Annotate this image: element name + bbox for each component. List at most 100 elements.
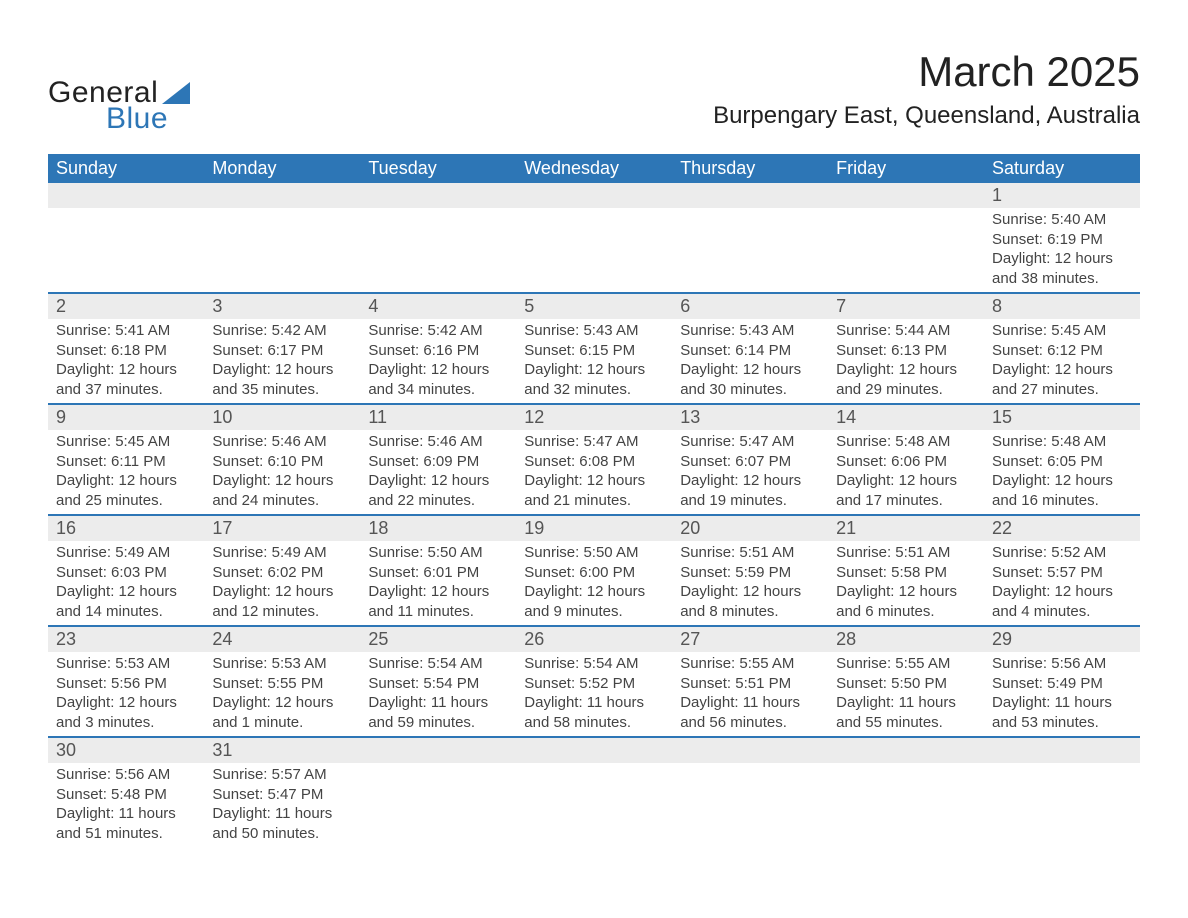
- sunrise-text: Sunrise: 5:53 AM: [56, 654, 195, 674]
- daylight-text: and 30 minutes.: [680, 380, 819, 400]
- sunrise-text: Sunrise: 5:52 AM: [992, 543, 1131, 563]
- sunrise-text: Sunrise: 5:55 AM: [680, 654, 819, 674]
- day-number: 23: [56, 629, 76, 649]
- daylight-text: and 8 minutes.: [680, 602, 819, 622]
- day-number-cell: 17: [204, 515, 360, 541]
- daylight-text: Daylight: 12 hours: [368, 582, 507, 602]
- sunrise-text: Sunrise: 5:51 AM: [836, 543, 975, 563]
- sunrise-text: Sunrise: 5:55 AM: [836, 654, 975, 674]
- daylight-text: Daylight: 12 hours: [680, 471, 819, 491]
- sunset-text: Sunset: 6:02 PM: [212, 563, 351, 583]
- day-number-cell: 13: [672, 404, 828, 430]
- daylight-text: and 22 minutes.: [368, 491, 507, 511]
- day-number: 4: [368, 296, 378, 316]
- day-number: 26: [524, 629, 544, 649]
- sunset-text: Sunset: 6:19 PM: [992, 230, 1131, 250]
- sunrise-text: Sunrise: 5:57 AM: [212, 765, 351, 785]
- day-data-cell: Sunrise: 5:53 AMSunset: 5:55 PMDaylight:…: [204, 652, 360, 737]
- day-number: 7: [836, 296, 846, 316]
- daylight-text: and 58 minutes.: [524, 713, 663, 733]
- daynum-row: 2345678: [48, 293, 1140, 319]
- day-data-cell: [360, 763, 516, 847]
- daylight-text: Daylight: 12 hours: [680, 582, 819, 602]
- daylight-text: and 27 minutes.: [992, 380, 1131, 400]
- day-number-cell: [672, 183, 828, 208]
- day-number-cell: 21: [828, 515, 984, 541]
- daylight-text: Daylight: 12 hours: [56, 582, 195, 602]
- daylight-text: Daylight: 12 hours: [992, 360, 1131, 380]
- sunrise-text: Sunrise: 5:46 AM: [212, 432, 351, 452]
- dayheader-wed: Wednesday: [516, 154, 672, 183]
- day-data-cell: Sunrise: 5:52 AMSunset: 5:57 PMDaylight:…: [984, 541, 1140, 626]
- sunset-text: Sunset: 5:55 PM: [212, 674, 351, 694]
- day-header-row: Sunday Monday Tuesday Wednesday Thursday…: [48, 154, 1140, 183]
- day-data-cell: Sunrise: 5:42 AMSunset: 6:17 PMDaylight:…: [204, 319, 360, 404]
- day-data-cell: [828, 763, 984, 847]
- dayheader-mon: Monday: [204, 154, 360, 183]
- dayheader-tue: Tuesday: [360, 154, 516, 183]
- day-data-row: Sunrise: 5:49 AMSunset: 6:03 PMDaylight:…: [48, 541, 1140, 626]
- sunrise-text: Sunrise: 5:45 AM: [56, 432, 195, 452]
- day-number-cell: 18: [360, 515, 516, 541]
- day-number: 17: [212, 518, 232, 538]
- day-data-cell: Sunrise: 5:53 AMSunset: 5:56 PMDaylight:…: [48, 652, 204, 737]
- day-data-cell: Sunrise: 5:54 AMSunset: 5:54 PMDaylight:…: [360, 652, 516, 737]
- sunrise-text: Sunrise: 5:48 AM: [836, 432, 975, 452]
- day-data-cell: Sunrise: 5:44 AMSunset: 6:13 PMDaylight:…: [828, 319, 984, 404]
- day-number-cell: 30: [48, 737, 204, 763]
- day-number: 8: [992, 296, 1002, 316]
- daylight-text: Daylight: 12 hours: [524, 360, 663, 380]
- sunset-text: Sunset: 5:47 PM: [212, 785, 351, 805]
- day-number-cell: 16: [48, 515, 204, 541]
- daylight-text: and 32 minutes.: [524, 380, 663, 400]
- day-number-cell: 26: [516, 626, 672, 652]
- day-data-cell: Sunrise: 5:47 AMSunset: 6:08 PMDaylight:…: [516, 430, 672, 515]
- day-data-cell: [828, 208, 984, 293]
- dayheader-sun: Sunday: [48, 154, 204, 183]
- daylight-text: Daylight: 12 hours: [212, 471, 351, 491]
- day-number-cell: [828, 737, 984, 763]
- daylight-text: Daylight: 12 hours: [992, 249, 1131, 269]
- sunrise-text: Sunrise: 5:40 AM: [992, 210, 1131, 230]
- sunset-text: Sunset: 6:06 PM: [836, 452, 975, 472]
- daylight-text: and 21 minutes.: [524, 491, 663, 511]
- daylight-text: and 34 minutes.: [368, 380, 507, 400]
- sunrise-text: Sunrise: 5:47 AM: [524, 432, 663, 452]
- daylight-text: Daylight: 12 hours: [992, 471, 1131, 491]
- daylight-text: and 25 minutes.: [56, 491, 195, 511]
- day-number-cell: [204, 183, 360, 208]
- dayheader-sat: Saturday: [984, 154, 1140, 183]
- sunrise-text: Sunrise: 5:56 AM: [56, 765, 195, 785]
- day-number-cell: 3: [204, 293, 360, 319]
- day-data-row: Sunrise: 5:41 AMSunset: 6:18 PMDaylight:…: [48, 319, 1140, 404]
- day-number-cell: 1: [984, 183, 1140, 208]
- day-data-cell: Sunrise: 5:51 AMSunset: 5:58 PMDaylight:…: [828, 541, 984, 626]
- day-number: 3: [212, 296, 222, 316]
- sunset-text: Sunset: 6:10 PM: [212, 452, 351, 472]
- daylight-text: Daylight: 12 hours: [524, 582, 663, 602]
- daylight-text: and 17 minutes.: [836, 491, 975, 511]
- daylight-text: Daylight: 11 hours: [524, 693, 663, 713]
- day-number-cell: 8: [984, 293, 1140, 319]
- day-number-cell: 28: [828, 626, 984, 652]
- day-data-cell: [204, 208, 360, 293]
- day-number-cell: [516, 737, 672, 763]
- day-number-cell: 5: [516, 293, 672, 319]
- sunrise-text: Sunrise: 5:42 AM: [212, 321, 351, 341]
- daylight-text: Daylight: 12 hours: [836, 471, 975, 491]
- daylight-text: Daylight: 12 hours: [212, 693, 351, 713]
- daylight-text: Daylight: 11 hours: [680, 693, 819, 713]
- daylight-text: Daylight: 12 hours: [836, 582, 975, 602]
- daylight-text: Daylight: 12 hours: [992, 582, 1131, 602]
- sunrise-text: Sunrise: 5:42 AM: [368, 321, 507, 341]
- sunset-text: Sunset: 5:50 PM: [836, 674, 975, 694]
- day-number: 5: [524, 296, 534, 316]
- sunset-text: Sunset: 6:00 PM: [524, 563, 663, 583]
- daynum-row: 3031: [48, 737, 1140, 763]
- logo-word-blue: Blue: [106, 102, 190, 136]
- day-number: 29: [992, 629, 1012, 649]
- day-number: 22: [992, 518, 1012, 538]
- daynum-row: 1: [48, 183, 1140, 208]
- sunset-text: Sunset: 6:17 PM: [212, 341, 351, 361]
- day-data-cell: Sunrise: 5:40 AMSunset: 6:19 PMDaylight:…: [984, 208, 1140, 293]
